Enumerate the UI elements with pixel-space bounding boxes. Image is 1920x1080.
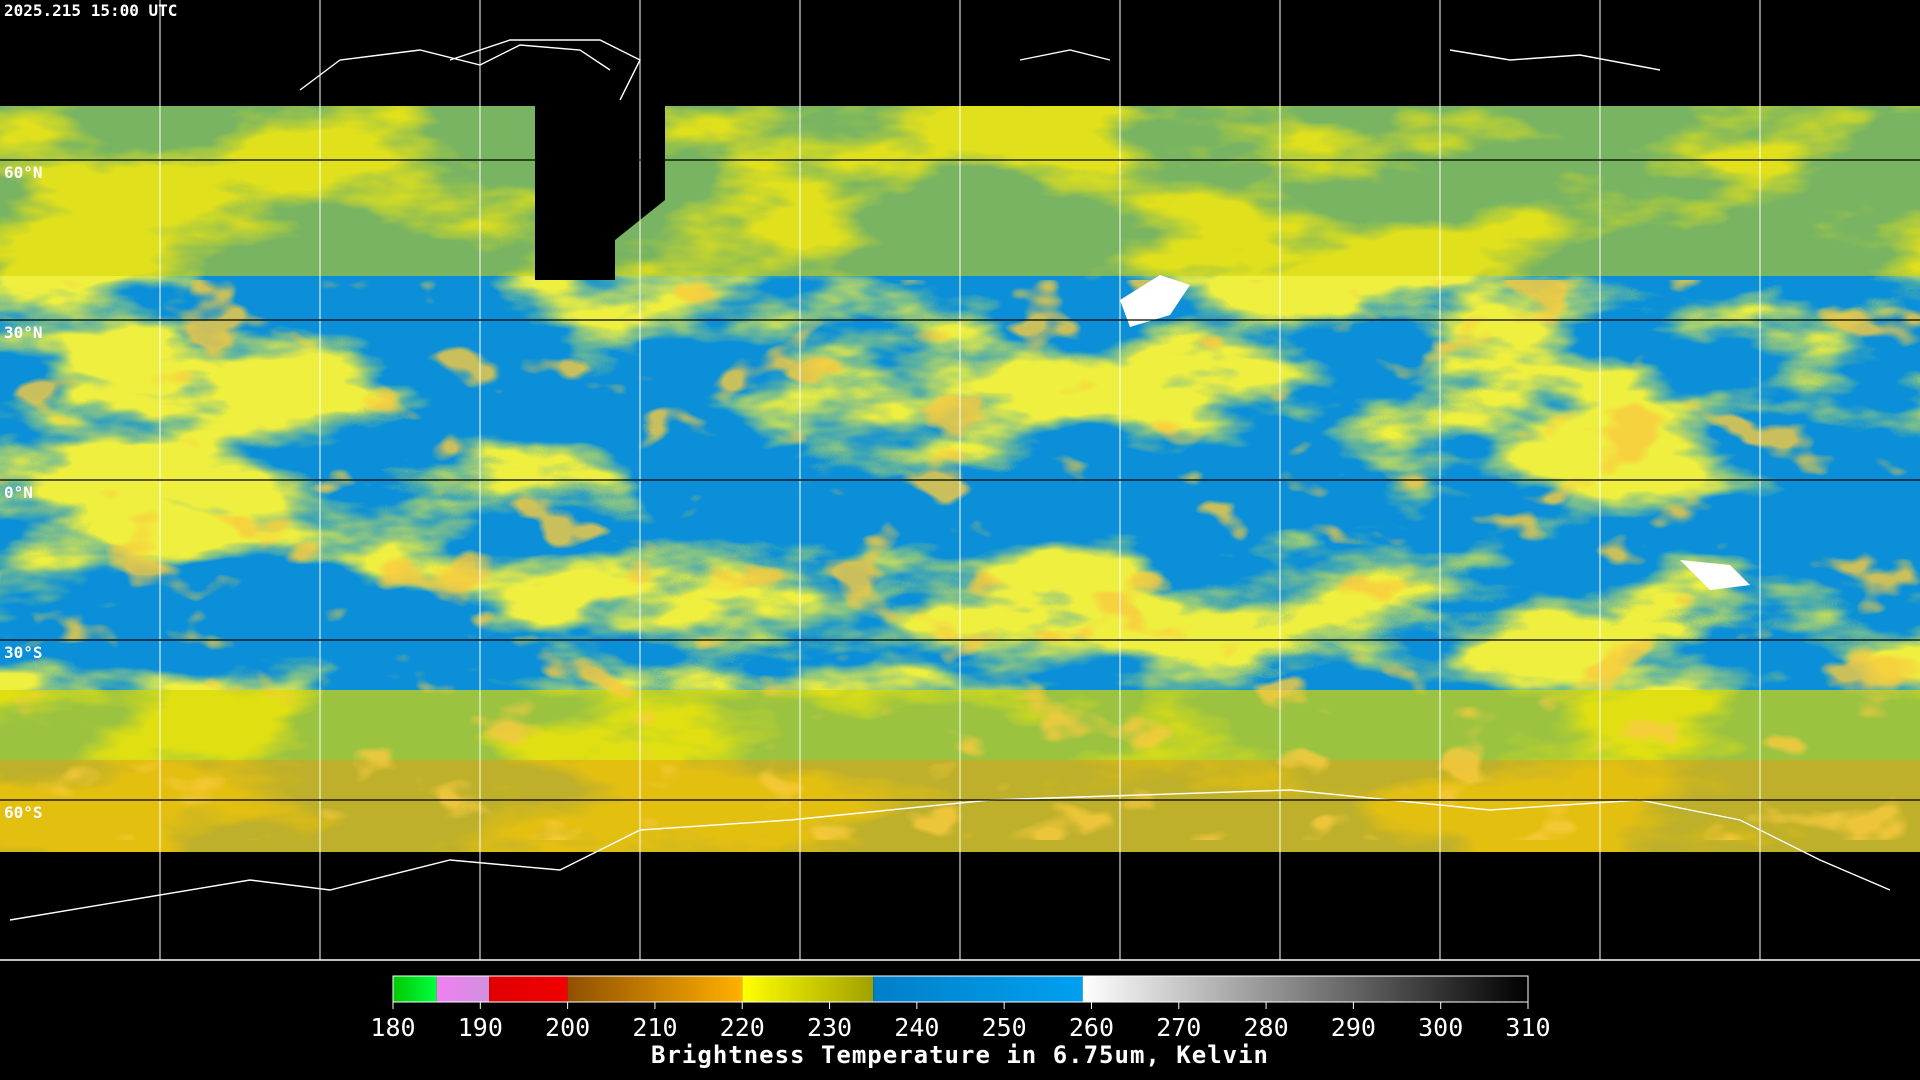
colorbar-tick-label: 180 [370,1013,415,1042]
colorbar-tick-label: 280 [1243,1013,1288,1042]
colorbar-tick-label: 240 [894,1013,939,1042]
arctic-islands [1019,49,1661,71]
colorbar-tick-label: 300 [1418,1013,1463,1042]
colorbar-tick-label: 270 [1156,1013,1201,1042]
antarctic-coast [9,789,1891,921]
latitude-label: 60°S [4,803,43,822]
colorbar-tick-label: 210 [632,1013,677,1042]
colorbar: 180 190 200 210 220 230 240 250 260 270 280 290 300 3… [370,975,1551,1042]
graticule: 60°N 30°N 0°N 30°S 60°S [0,0,1920,960]
colorbar-tick-label: 190 [458,1013,503,1042]
colorbar-segment [873,976,1083,1002]
colorbar-tick-label: 260 [1069,1013,1114,1042]
colorbar-tick-label: 220 [720,1013,765,1042]
colorbar-segment [436,976,490,1002]
colorbar-segment [742,976,874,1002]
latitude-label: 30°N [4,323,43,342]
no-data-area [535,106,665,280]
colorbar-tick-label: 230 [807,1013,852,1042]
latitude-label: 0°N [4,483,33,502]
colorbar-tick-label: 290 [1331,1013,1376,1042]
colorbar-tick-label: 310 [1505,1013,1550,1042]
colorbar-title: Brightness Temperature in 6.75um, Kelvin [651,1041,1269,1069]
colorbar-tick-label: 250 [982,1013,1027,1042]
colorbar-segment [393,976,437,1002]
colorbar-segment [567,976,743,1002]
colorbar-segment [1082,976,1528,1002]
colorbar-frame [392,975,1529,1003]
colorbar-segment [489,976,568,1002]
colorbar-tick-label: 200 [545,1013,590,1042]
latitude-label: 60°N [4,163,43,182]
latitude-label: 30°S [4,643,43,662]
timestamp: 2025.215 15:00 UTC [4,1,177,20]
